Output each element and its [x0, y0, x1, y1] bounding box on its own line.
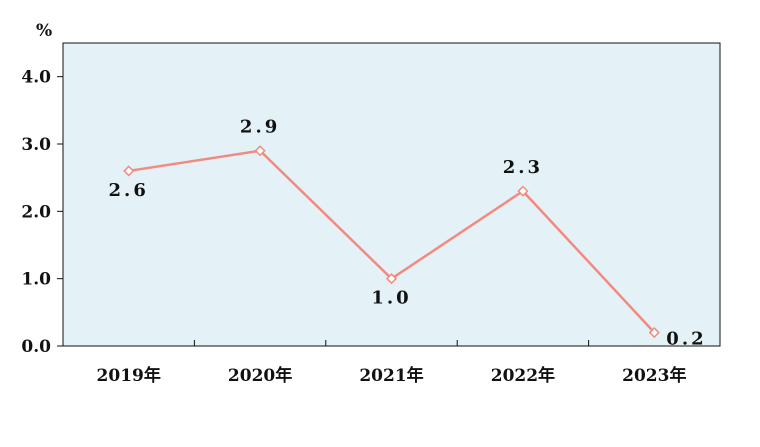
data-point-marker	[385, 273, 398, 285]
x-tick-label: 2021年	[359, 365, 423, 386]
x-tick-label: 2022年	[491, 365, 555, 386]
data-point-marker	[517, 185, 529, 197]
y-tick-label: 2.0	[21, 202, 51, 222]
data-labels: 2.6 2.9 1.0 2.3 0.2	[109, 117, 706, 350]
data-point-marker	[648, 326, 660, 339]
data-label: 2.3	[503, 157, 543, 178]
data-label: 2.9	[240, 117, 280, 138]
data-point-marker	[123, 165, 135, 177]
plot-area	[62, 42, 721, 347]
x-tick-label: 2020年	[228, 365, 292, 386]
data-label: 1.0	[371, 288, 411, 309]
y-tick-label: 0.0	[21, 337, 51, 357]
x-tick-label: 2019年	[97, 365, 161, 386]
y-tick-label: 1.0	[21, 270, 51, 290]
x-axis: 2019年 2020年 2021年 2022年 2023年	[97, 340, 686, 386]
data-label: 0.2	[666, 329, 706, 350]
y-tick-label: 4.0	[21, 68, 51, 88]
data-label: 2.6	[109, 180, 149, 201]
x-tick-label: 2023年	[622, 365, 686, 386]
y-axis: 0.0 1.0 2.0 3.0 4.0	[21, 68, 63, 357]
y-tick-label: 3.0	[21, 135, 51, 155]
data-point-marker	[254, 145, 266, 157]
data-points	[123, 145, 660, 339]
y-axis-unit: %	[36, 21, 52, 41]
